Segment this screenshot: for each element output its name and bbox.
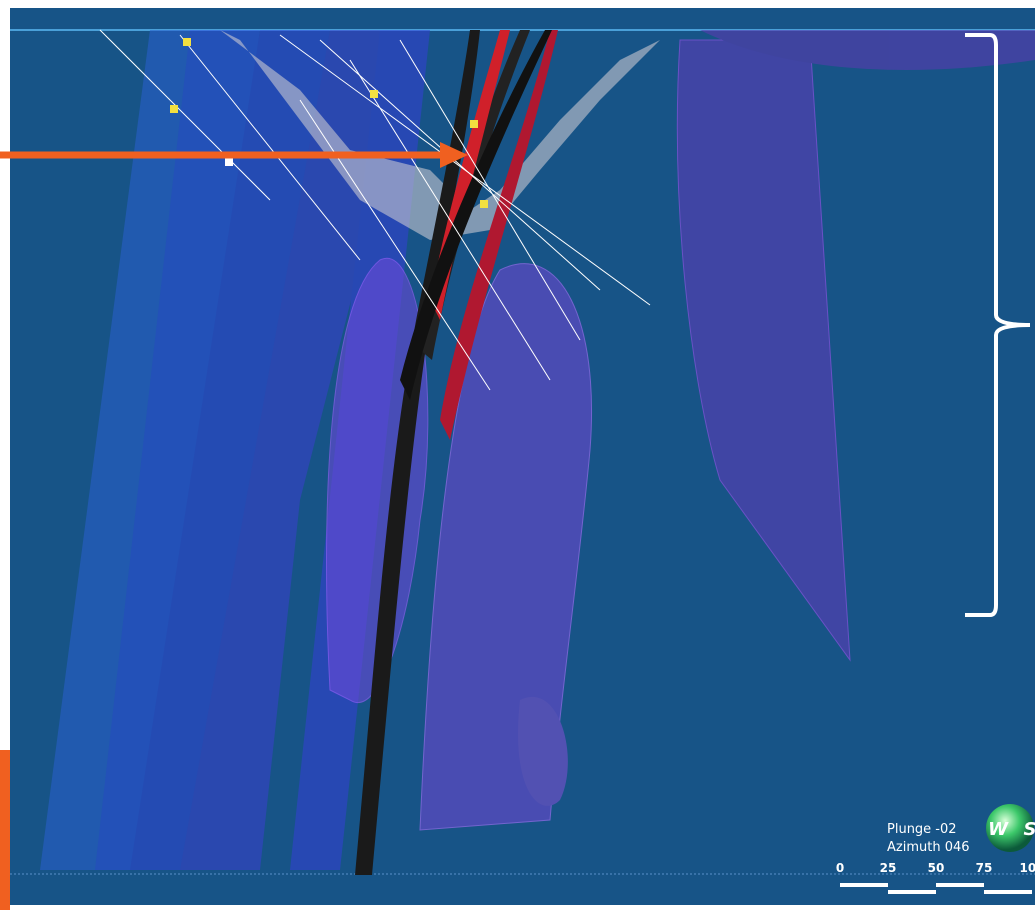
vein xyxy=(400,30,552,400)
sample xyxy=(370,90,378,98)
veins xyxy=(355,30,558,875)
annotation-bar xyxy=(0,750,10,910)
scale-label: 25 xyxy=(880,861,897,875)
body xyxy=(518,696,568,806)
sample xyxy=(470,120,478,128)
compass-ball xyxy=(986,804,1034,852)
scale-segment xyxy=(888,890,936,894)
samples xyxy=(170,38,488,208)
vein xyxy=(440,30,558,440)
drillhole xyxy=(99,29,271,201)
scale-segment xyxy=(840,883,888,887)
scale-label: 100 xyxy=(1019,861,1035,875)
scale-label: 0 xyxy=(836,861,844,875)
body xyxy=(326,257,429,703)
drillhole xyxy=(399,39,581,341)
drillholes xyxy=(99,29,651,391)
body xyxy=(419,263,593,831)
vein xyxy=(355,30,480,875)
drillhole xyxy=(299,99,491,391)
scale-label: 50 xyxy=(928,861,945,875)
drillhole xyxy=(349,59,551,381)
scale-label: 75 xyxy=(976,861,993,875)
body xyxy=(95,30,260,870)
body xyxy=(700,30,1035,70)
drillhole xyxy=(319,39,601,291)
compass-label: W xyxy=(988,819,1009,840)
body xyxy=(40,30,200,870)
azimuth-label: Azimuth 046 xyxy=(887,840,970,855)
body xyxy=(676,39,851,662)
body xyxy=(130,30,330,870)
scale-segment xyxy=(984,890,1032,894)
sample xyxy=(183,38,191,46)
annotation-arrowhead xyxy=(440,142,468,168)
drillhole xyxy=(179,34,361,261)
scale-bar: 0 25 50 75 100 xyxy=(836,861,1035,894)
purple-bodies xyxy=(326,30,1035,831)
annotation-bracket xyxy=(965,33,1031,617)
compass-label: S xyxy=(1024,819,1035,840)
plunge-label: Plunge -02 xyxy=(887,822,957,837)
sample xyxy=(225,158,233,166)
sample xyxy=(480,200,488,208)
sample xyxy=(170,105,178,113)
scale-segment xyxy=(936,883,984,887)
